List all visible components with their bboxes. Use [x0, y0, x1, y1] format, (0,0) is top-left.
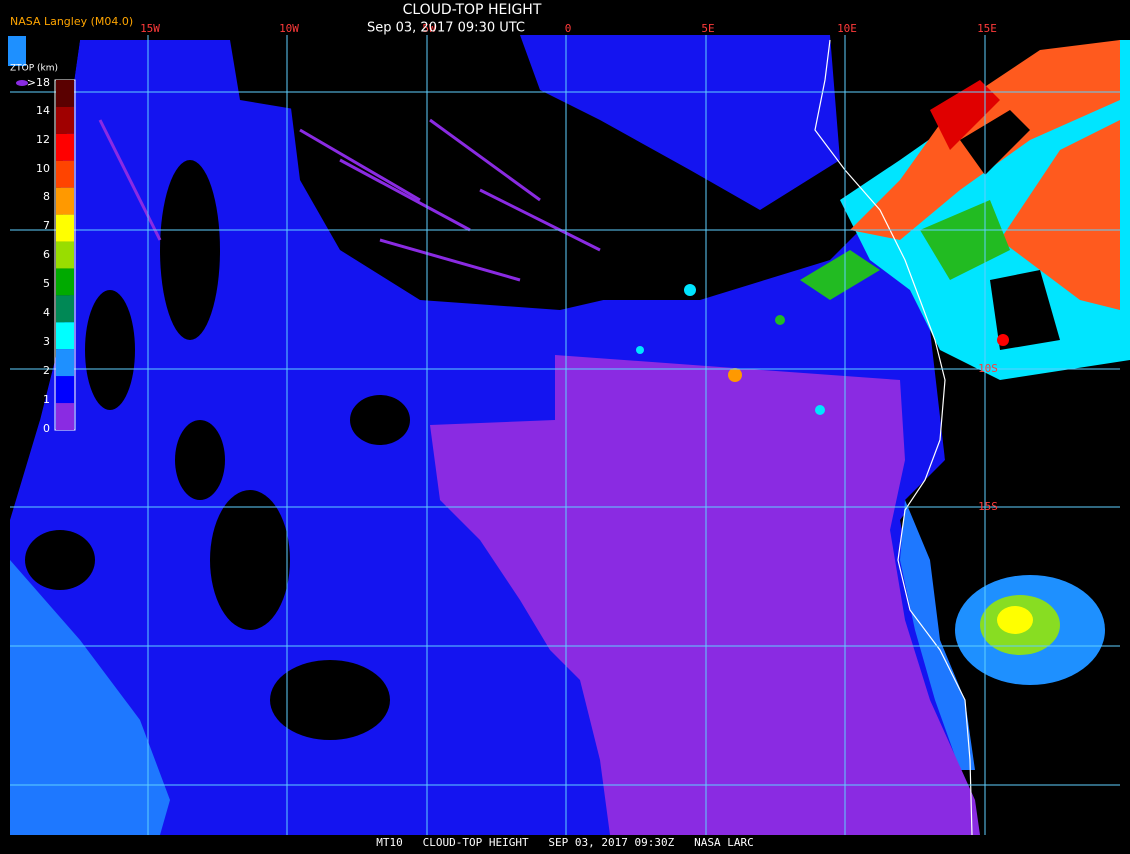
storm-cluster-peak — [997, 606, 1033, 634]
longitude-label: 5E — [701, 22, 714, 35]
footer-text: MT10 CLOUD-TOP HEIGHT SEP 03, 2017 09:30… — [376, 836, 754, 849]
legend-label: 10 — [36, 162, 50, 175]
latitude-label: 10S — [978, 362, 998, 375]
mid-cloud-region — [10, 560, 170, 835]
legend-label: 2 — [43, 364, 50, 377]
legend-label: 4 — [43, 306, 50, 319]
clear-sky — [290, 95, 690, 310]
legend-swatch — [56, 376, 74, 404]
legend-marker — [16, 80, 28, 86]
legend-swatch — [56, 241, 74, 269]
mid-level-cloud — [800, 250, 880, 300]
legend-swatch — [56, 322, 74, 350]
legend-swatch — [56, 106, 74, 134]
longitude-label: 15W — [140, 22, 160, 35]
footer-bar — [0, 835, 1130, 850]
legend-label: 8 — [43, 190, 50, 203]
legend-label: 6 — [43, 248, 50, 261]
clear-sky — [990, 270, 1060, 350]
deep-convection — [1000, 120, 1120, 310]
mid-cloud-region — [900, 500, 975, 770]
cloud-top-peak — [930, 80, 1000, 150]
timestamp: Sep 03, 2017 09:30 UTC — [367, 21, 525, 36]
longitude-label: 0 — [565, 22, 572, 35]
latitude-label: 15S — [978, 500, 998, 513]
scattered-convection — [636, 284, 1009, 415]
legend-label: 7 — [43, 219, 50, 232]
title: CLOUD-TOP HEIGHT — [403, 2, 542, 18]
legend-swatch — [56, 295, 74, 323]
clear-sky — [960, 110, 1030, 175]
legend-label: 14 — [36, 104, 50, 117]
legend-swatch — [56, 80, 74, 107]
legend-swatch — [56, 133, 74, 161]
longitude-label: 5W — [422, 22, 436, 35]
legend-swatch — [56, 160, 74, 188]
legend-label: 0 — [43, 422, 50, 435]
legend-title: ZTOP (km) — [10, 64, 58, 74]
legend-label: >18 — [27, 76, 50, 89]
legend-swatch — [56, 349, 74, 377]
legend-label: 5 — [43, 277, 50, 290]
legend-swatch — [56, 187, 74, 215]
longitude-label: 15E — [977, 22, 997, 35]
longitude-label: 10W — [279, 22, 299, 35]
legend-swatch — [56, 268, 74, 296]
legend-tab — [8, 36, 26, 66]
legend-swatch — [56, 214, 74, 242]
stratus-streaks — [98, 118, 601, 282]
high-latitude-cloud — [520, 35, 840, 210]
mid-level-cloud — [920, 200, 1010, 280]
low-stratus-region — [430, 355, 980, 835]
graticule: 15W 10W 5W 0 5E 10E 15E 10S 15S — [10, 22, 1120, 835]
coastline — [814, 39, 973, 836]
legend-label: 3 — [43, 335, 50, 348]
legend-swatch — [56, 403, 74, 430]
longitude-label: 10E — [837, 22, 857, 35]
legend-label: 12 — [36, 133, 50, 146]
source-label: NASA Langley (M04.0) — [10, 15, 133, 28]
legend-label: 1 — [43, 393, 50, 406]
